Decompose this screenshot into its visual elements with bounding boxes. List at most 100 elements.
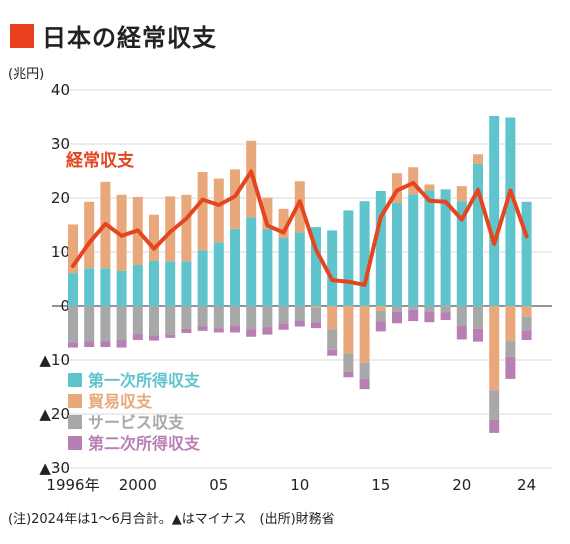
bar-segment <box>100 306 111 342</box>
bar-segment <box>262 327 273 335</box>
bar-segment <box>116 194 127 271</box>
bar-segment <box>489 419 500 433</box>
bar-segment <box>408 306 419 310</box>
bar-segment <box>505 341 516 357</box>
bar-segment <box>68 306 78 343</box>
x-tick-label: 15 <box>371 476 390 494</box>
bar-segment <box>440 312 451 321</box>
bar-segment <box>440 306 451 307</box>
bar-segment <box>132 334 143 341</box>
bar-segment <box>116 270 127 306</box>
bar-segment <box>424 311 435 323</box>
bar-segment <box>181 261 192 306</box>
y-tick-label: ▲10 <box>39 351 70 369</box>
y-tick-label: ▲20 <box>39 405 70 423</box>
bar-segment <box>359 378 370 390</box>
current-account-point <box>152 247 156 251</box>
bar-segment <box>311 306 321 308</box>
bar-segment <box>149 214 159 261</box>
current-account-point <box>460 218 464 222</box>
bar-segment <box>392 306 402 312</box>
bar-segment <box>343 371 354 378</box>
bar-segment <box>489 390 500 420</box>
current-account-point <box>265 224 269 228</box>
bar-segment <box>294 306 305 321</box>
bar-segment <box>424 306 435 312</box>
bar-segment <box>230 169 240 229</box>
bar-segment <box>230 306 240 326</box>
bar-segment <box>213 242 224 306</box>
bar-segment <box>440 306 451 313</box>
bar-segment <box>132 264 143 306</box>
bar-segment <box>116 306 127 341</box>
bar-segment <box>294 320 305 327</box>
bar-segment <box>230 325 240 333</box>
current-account-point <box>103 222 107 226</box>
x-tick-label: 2000 <box>119 476 157 494</box>
bar-segment <box>213 178 224 243</box>
current-account-point <box>168 230 172 234</box>
bar-segment <box>521 330 532 341</box>
bar-segment <box>132 306 143 335</box>
x-tick-label: 10 <box>290 476 309 494</box>
current-account-point <box>330 278 334 282</box>
current-account-point <box>492 242 496 246</box>
x-tick-label: 24 <box>517 476 536 494</box>
current-account-point <box>71 264 75 268</box>
bar-segment <box>181 194 192 262</box>
bar-segment <box>230 228 240 306</box>
current-account-point <box>136 228 140 232</box>
bar-segment <box>375 310 386 322</box>
bar-segment <box>521 316 532 331</box>
bar-segment <box>197 326 208 331</box>
legend-label: 貿易収支 <box>88 392 153 411</box>
bar-segment <box>197 306 208 327</box>
bar-segment <box>197 250 208 306</box>
legend-swatch <box>68 373 82 387</box>
current-account-point <box>508 188 512 192</box>
bar-segment <box>278 208 289 238</box>
current-account-point <box>87 241 91 245</box>
bar-segment <box>116 340 127 348</box>
bar-segment <box>456 306 467 326</box>
line-label: 経常収支 <box>66 150 135 171</box>
bar-segment <box>489 306 500 391</box>
bar-segment <box>343 353 354 372</box>
bar-segment <box>84 201 95 269</box>
bar-segment <box>343 210 354 306</box>
bar-segment <box>505 117 516 306</box>
bar-segment <box>311 307 321 323</box>
bar-segment <box>165 196 176 262</box>
current-account-point <box>411 181 415 185</box>
bar-segment <box>392 202 402 306</box>
current-account-point <box>525 234 529 238</box>
current-account-point <box>363 283 367 287</box>
current-account-point <box>217 203 221 207</box>
bar-segment <box>165 306 176 335</box>
y-tick-label: 20 <box>51 189 70 207</box>
current-account-point <box>201 198 205 202</box>
footnote: (注)2024年は1～6月合計。▲はマイナス (出所)財務省 <box>8 512 335 527</box>
bar-segment <box>473 306 483 329</box>
bar-segment <box>424 184 435 191</box>
title-marker-icon <box>10 23 34 48</box>
current-account-point <box>476 188 480 192</box>
bar-segment <box>440 189 451 306</box>
bar-segment <box>489 115 500 306</box>
legend-label: サービス収支 <box>88 413 185 432</box>
bar-segment <box>165 261 176 306</box>
bar-segment <box>68 342 78 348</box>
bar-segment <box>343 306 354 354</box>
current-account-point <box>233 194 237 198</box>
bar-segment <box>456 325 467 340</box>
bar-segment <box>100 341 111 348</box>
legend-swatch <box>68 394 82 408</box>
x-tick-label: 1996年 <box>46 476 99 494</box>
bar-segment <box>311 322 321 329</box>
bar-segment <box>456 201 467 306</box>
bar-segment <box>246 217 257 306</box>
bar-segment <box>278 323 289 330</box>
y-tick-label: 10 <box>51 243 70 261</box>
bar-segment <box>359 306 370 363</box>
bar-segment <box>165 334 176 338</box>
